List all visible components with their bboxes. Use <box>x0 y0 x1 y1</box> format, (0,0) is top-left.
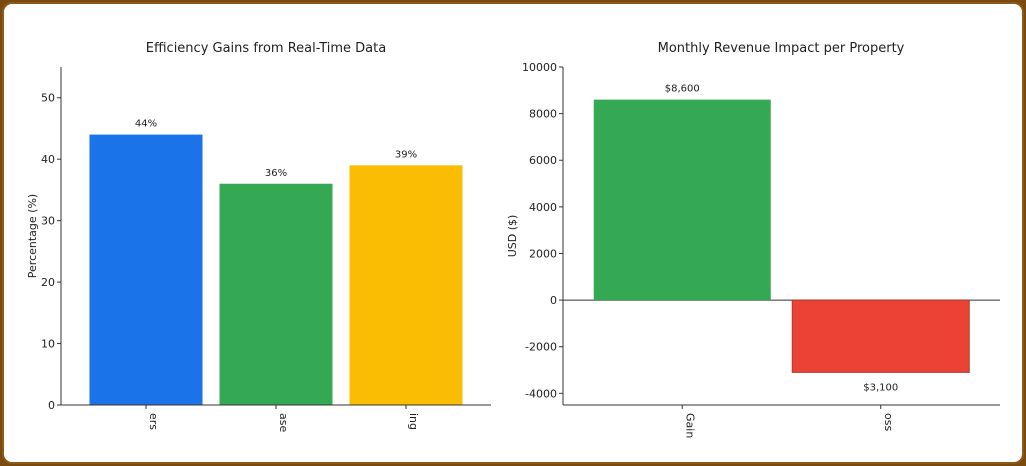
revenue-y-tick-label: 6000 <box>529 154 557 167</box>
efficiency-y-tick-label: 50 <box>41 92 55 105</box>
efficiency-bar <box>219 183 333 405</box>
efficiency-bar <box>349 165 463 405</box>
revenue-chart-title: Monthly Revenue Impact per Property <box>658 41 905 56</box>
efficiency-y-tick-label: 30 <box>41 215 55 228</box>
revenue-x-tick-label: Gain <box>683 413 696 438</box>
revenue-chart: Monthly Revenue Impact per Property USD … <box>506 41 1000 438</box>
efficiency-chart: Efficiency Gains from Real-Time Data Per… <box>26 41 491 432</box>
efficiency-bar <box>89 134 203 405</box>
revenue-y-tick-label: 10000 <box>522 61 557 74</box>
revenue-data-label: $8,600 <box>665 84 700 95</box>
efficiency-x-tick-label: ase <box>277 413 290 432</box>
efficiency-y-tick-label: 10 <box>41 338 55 351</box>
revenue-y-tick-label: -2000 <box>525 341 557 354</box>
efficiency-y-tick-label: 40 <box>41 153 55 166</box>
revenue-bar <box>593 99 771 301</box>
revenue-y-tick-label: 2000 <box>529 247 557 260</box>
revenue-y-tick-label: 0 <box>550 294 557 307</box>
efficiency-data-label: 36% <box>265 168 287 179</box>
revenue-y-tick-label: 4000 <box>529 201 557 214</box>
revenue-y-tick-label: 8000 <box>529 108 557 121</box>
revenue-bar <box>791 299 970 373</box>
revenue-y-axis-label: USD ($) <box>506 215 519 258</box>
efficiency-x-tick-label: ers <box>147 413 160 430</box>
efficiency-x-tick-label: ing <box>407 413 420 430</box>
efficiency-y-tick-label: 0 <box>48 399 55 412</box>
revenue-data-label: $3,100 <box>863 382 898 393</box>
efficiency-y-tick-label: 20 <box>41 276 55 289</box>
efficiency-chart-title: Efficiency Gains from Real-Time Data <box>146 41 386 56</box>
efficiency-data-label: 44% <box>135 119 157 130</box>
efficiency-data-label: 39% <box>395 149 417 160</box>
revenue-x-tick-label: oss <box>882 413 895 431</box>
revenue-y-tick-label: -4000 <box>525 387 557 400</box>
efficiency-y-axis-label: Percentage (%) <box>26 194 39 278</box>
